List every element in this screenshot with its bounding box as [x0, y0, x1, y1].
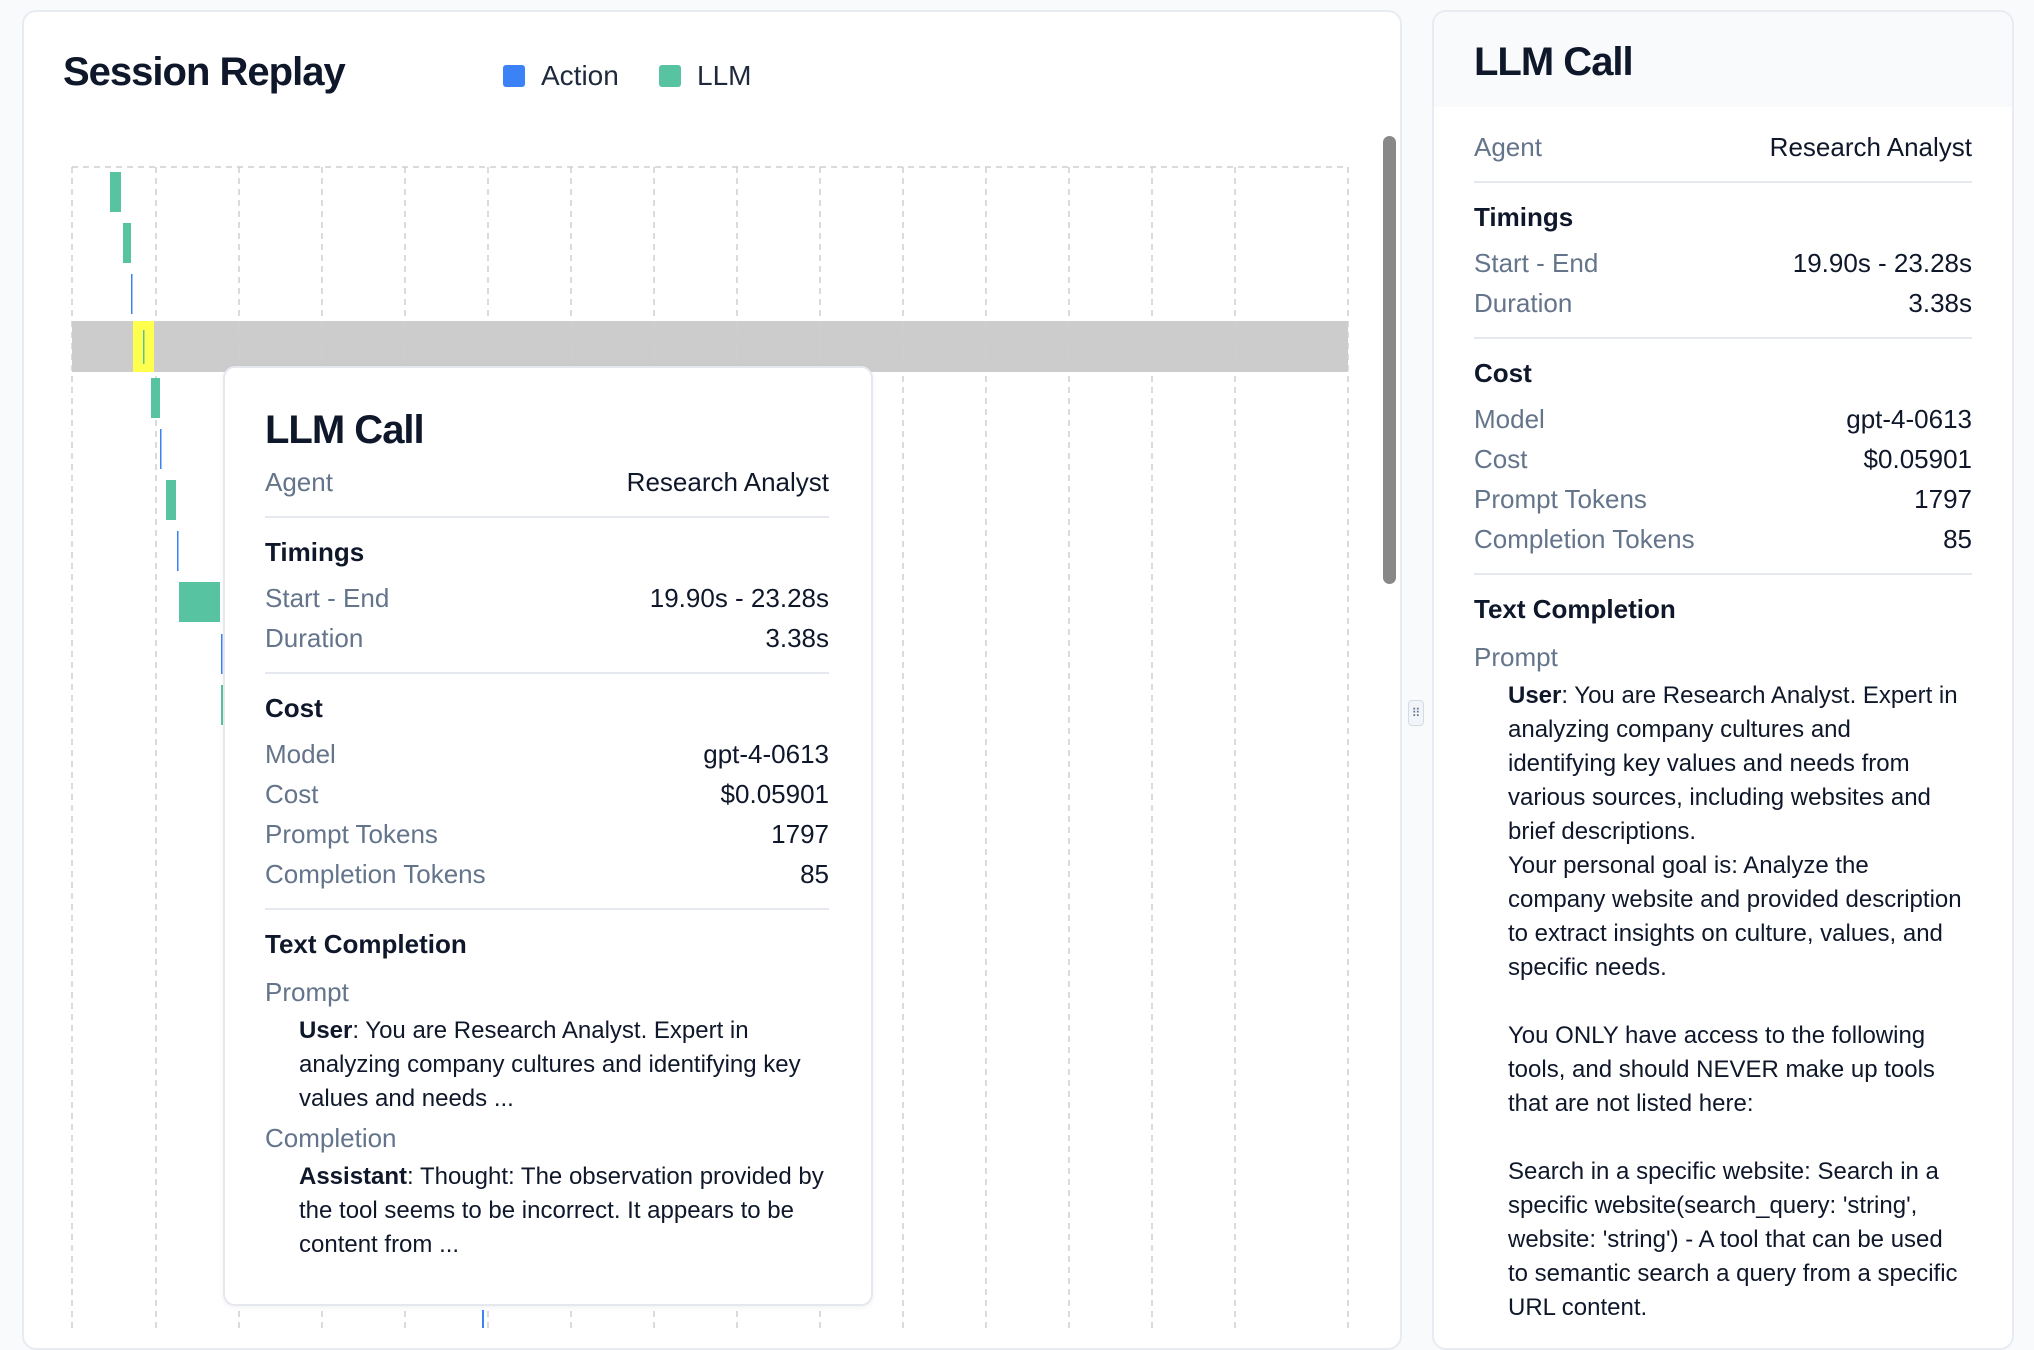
llm-swatch-icon: [659, 65, 681, 87]
value: 1797: [1914, 484, 1972, 514]
llm-event-bar: [151, 378, 160, 418]
value: 1797: [771, 819, 829, 849]
prompt-message: User: You are Research Analyst. Expert i…: [265, 1014, 829, 1116]
value: 85: [1943, 524, 1972, 554]
value: $0.05901: [720, 779, 829, 809]
section-heading: Timings: [265, 537, 365, 567]
prompt-tokens-row: Prompt Tokens 1797: [265, 814, 829, 854]
prompt-label: Prompt: [265, 977, 349, 1007]
section-heading: Text Completion: [1474, 594, 1676, 624]
selected-row-highlight: [72, 321, 1348, 372]
resize-handle-icon[interactable]: ⠿: [1408, 700, 1424, 726]
label: Start - End: [1474, 248, 1599, 278]
value: Research Analyst: [626, 467, 829, 497]
divider: [1474, 181, 1972, 183]
value: gpt-4-0613: [1846, 404, 1972, 434]
action-event-bar: [131, 274, 133, 314]
start-end-row: Start - End 19.90s - 23.28s: [265, 578, 829, 618]
llm-event-bar: [179, 582, 220, 622]
message-text: : You are Research Analyst. Expert in an…: [299, 1017, 801, 1112]
prompt-label: Prompt: [1474, 642, 1558, 672]
section-heading: Cost: [265, 693, 323, 723]
label: Start - End: [265, 583, 390, 613]
cost-row: Cost $0.05901: [1474, 439, 1972, 479]
completion-message: Assistant: Thought: The observation prov…: [265, 1160, 829, 1262]
value: 19.90s - 23.28s: [649, 583, 829, 613]
completion-label: Completion: [265, 1123, 397, 1153]
panel-header: LLM Call: [1434, 12, 2012, 107]
prompt-message: User: You are Research Analyst. Expert i…: [1474, 679, 1962, 1325]
llm-event-bar: [143, 330, 145, 364]
duration-row: Duration 3.38s: [1474, 283, 1972, 323]
label: Duration: [265, 623, 364, 653]
model-row: Model gpt-4-0613: [1474, 399, 1972, 439]
hover-tooltip: LLM Call Agent Research Analyst Timings S…: [223, 366, 873, 1306]
action-event-bar: [160, 429, 162, 469]
prompt-tokens-row: Prompt Tokens 1797: [1474, 479, 1972, 519]
action-event-bar: [177, 531, 179, 571]
panel-title: LLM Call: [1474, 40, 1634, 84]
page-title: Session Replay: [63, 50, 346, 94]
message-text: : You are Research Analyst. Expert in an…: [1508, 682, 1962, 1321]
value: 3.38s: [765, 623, 829, 653]
label: Agent: [265, 467, 333, 497]
legend-label: Action: [541, 60, 619, 91]
divider: [265, 908, 829, 910]
divider: [1474, 337, 1972, 339]
cost-row: Cost $0.05901: [265, 774, 829, 814]
details-panel: LLM Call Agent Research Analyst Timings S…: [1432, 10, 2014, 1350]
label: Model: [1474, 404, 1545, 434]
divider: [1474, 573, 1972, 575]
legend-label: LLM: [697, 60, 752, 91]
llm-event-bar: [110, 172, 121, 212]
action-event-bar: [221, 634, 223, 674]
section-heading: Cost: [1474, 358, 1532, 388]
label: Model: [265, 739, 336, 769]
duration-row: Duration 3.38s: [265, 618, 829, 658]
value: 3.38s: [1908, 288, 1972, 318]
role: Assistant: [299, 1163, 408, 1190]
action-swatch-icon: [503, 65, 525, 87]
timeline-scrollbar[interactable]: [1383, 136, 1396, 584]
agent-row: Agent Research Analyst: [265, 462, 829, 502]
label: Cost: [265, 779, 319, 809]
llm-event-bar: [123, 223, 131, 263]
role: User: [299, 1017, 353, 1044]
label: Prompt Tokens: [265, 819, 438, 849]
divider: [265, 672, 829, 674]
label: Agent: [1474, 132, 1542, 162]
role: User: [1508, 682, 1562, 709]
label: Cost: [1474, 444, 1528, 474]
value: 19.90s - 23.28s: [1792, 248, 1972, 278]
completion-tokens-row: Completion Tokens 85: [1474, 519, 1972, 559]
label: Completion Tokens: [1474, 524, 1695, 554]
value: 85: [800, 859, 829, 889]
tooltip-title: LLM Call: [265, 408, 425, 452]
legend-item-llm: LLM: [659, 60, 751, 92]
model-row: Model gpt-4-0613: [265, 734, 829, 774]
label: Prompt Tokens: [1474, 484, 1647, 514]
value: $0.05901: [1863, 444, 1972, 474]
divider: [265, 516, 829, 518]
llm-event-bar: [221, 685, 223, 725]
legend-item-action: Action: [503, 60, 619, 92]
llm-event-bar: [166, 480, 176, 520]
label: Completion Tokens: [265, 859, 486, 889]
value: gpt-4-0613: [703, 739, 829, 769]
completion-tokens-row: Completion Tokens 85: [265, 854, 829, 894]
label: Duration: [1474, 288, 1573, 318]
start-end-row: Start - End 19.90s - 23.28s: [1474, 243, 1972, 283]
action-event-bar: [482, 1310, 484, 1328]
panel-body[interactable]: Agent Research Analyst Timings Start - En…: [1434, 107, 2012, 1325]
section-heading: Timings: [1474, 202, 1574, 232]
agent-row: Agent Research Analyst: [1474, 127, 1972, 167]
message-text: : Thought: The observation provided by t…: [299, 1163, 824, 1258]
value: Research Analyst: [1769, 132, 1972, 162]
section-heading: Text Completion: [265, 929, 467, 959]
